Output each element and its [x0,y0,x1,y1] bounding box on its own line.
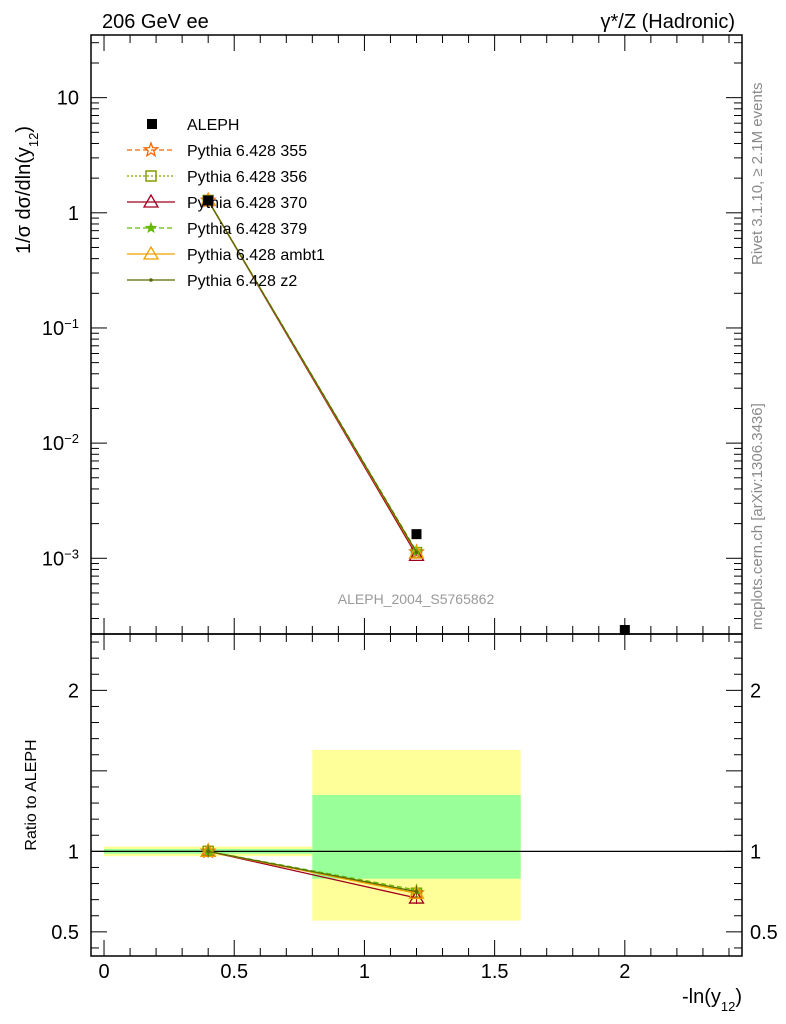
ratio-y-tick-label-left: 1 [68,841,79,863]
ratio-series-line [208,850,417,899]
ratio-y-tick-label-left: 0.5 [51,922,79,944]
ratio-series-line [208,850,417,893]
ratio-y-axis-label: Ratio to ALEPH [23,739,40,850]
main-y-tick-labels: 10 1 10−1 10−2 10−3 [42,88,79,571]
ratio-y-tick-label-right: 2 [750,680,761,702]
header-process: γ*/Z (Hadronic) [601,11,735,33]
ratio-frame [90,633,743,957]
main-y-axis-label: 1/σ dσ/dln(y12) [13,126,41,254]
ratio-series-marker [408,884,425,899]
rivet-version-label: Rivet 3.1.10, ≥ 2.1M events [749,83,766,266]
ratio-series-marker [206,849,210,854]
ratio-y-tick-label-left: 2 [68,680,79,702]
mcplots-label: mcplots.cern.ch [arXiv:1306.3436] [749,403,766,630]
main-y-tick-label: 10−1 [42,315,79,340]
ratio-y-tick-label-right: 1 [750,841,761,863]
aleph-data-point [619,625,630,635]
legend-label: Pythia 6.428 356 [187,169,307,186]
legend-label: Pythia 6.428 379 [187,221,307,238]
legend-marker [145,170,157,182]
main-series-marker [408,544,425,559]
aleph-data-point [203,195,214,206]
main-series-marker [414,550,419,554]
legend-label: Pythia 6.428 370 [187,195,307,212]
legend-marker-aleph [147,119,157,129]
x-tick-label: 1 [359,961,370,983]
uncertainty-bands [91,749,742,921]
legend: ALEPH Pythia 6.428 355 Pythia 6.428 356 Pyt… [127,117,325,290]
x-tick-label: 2 [619,961,630,983]
legend-marker [149,278,153,282]
aleph-data-point [411,529,422,540]
ratio-series-marker [414,889,419,894]
ratio-ticks [91,634,742,956]
main-series-line [207,200,418,553]
legend-marker [142,245,160,260]
legend-marker [142,141,160,158]
main-y-tick-label: 10−3 [42,546,79,571]
legend-label: Pythia 6.428 z2 [187,273,297,290]
main-ticks [91,35,742,634]
main-y-tick-label: 10 [57,88,79,110]
legend-label: Pythia 6.428 355 [187,143,307,160]
legend-marker [142,193,160,208]
ratio-series [199,842,425,905]
x-tick-labels: 0 0.5 1 1.5 2 [98,961,630,983]
x-axis-label: -ln(y12) [682,986,742,1014]
legend-marker [144,221,158,234]
main-y-tick-label: 10−2 [42,431,79,456]
header-energy: 206 GeV ee [102,11,209,33]
ratio-y-tick-label-right: 0.5 [750,922,778,944]
ratio-y-tick-labels: 0.5 0.5 1 1 2 2 [51,680,778,944]
ratio-series-marker [408,889,425,904]
x-tick-label: 1.5 [481,961,509,983]
legend-label-aleph: ALEPH [187,117,239,134]
uncertainty-band-inner [312,795,521,879]
ratio-panel: 0.5 0.5 1 1 2 2 Ratio to ALEPH [23,633,778,957]
aleph-data-points [203,195,630,635]
x-tick-label: 0 [98,961,109,983]
main-series-marker [408,547,425,562]
analysis-label: ALEPH_2004_S5765862 [338,591,495,607]
x-tick-label: 0.5 [220,961,248,983]
main-panel: 10 1 10−1 10−2 10−3 ALEPH_2004_S5765862 ALEP… [13,34,743,635]
main-y-tick-label: 1 [68,203,79,225]
legend-label: Pythia 6.428 ambt1 [187,247,325,264]
